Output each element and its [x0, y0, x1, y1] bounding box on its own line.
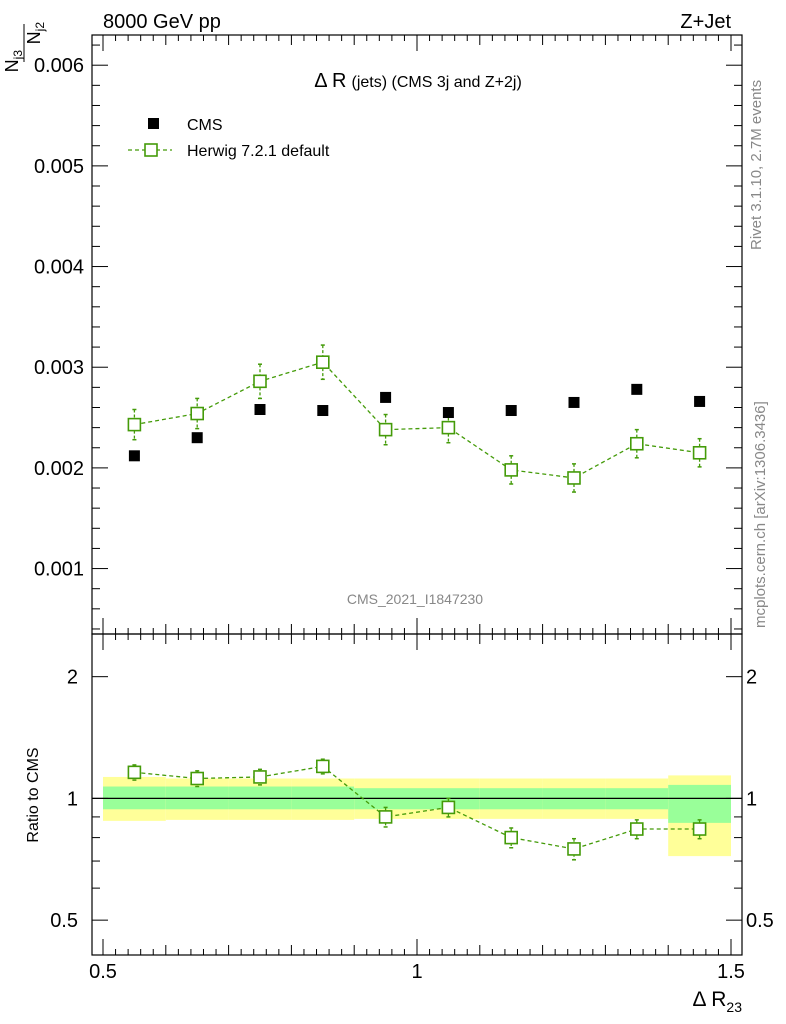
ratio-ytick-label-left: 0.5 — [50, 910, 78, 932]
ratio-herwig-point — [504, 830, 519, 845]
main-ytick-label: 0.003 — [34, 357, 84, 379]
cms-point — [254, 404, 266, 416]
ratio-ytick-label-right: 0.5 — [746, 910, 774, 932]
herwig-point — [190, 406, 204, 421]
x-tick-label: 1 — [411, 961, 422, 983]
rivet-version-label: Rivet 3.1.10, 2.7M events — [748, 80, 765, 250]
herwig-point — [504, 463, 519, 477]
legend-herwig-marker — [144, 143, 158, 157]
herwig-point — [629, 436, 644, 451]
herwig-point — [692, 445, 707, 460]
main-ytick-label: 0.006 — [34, 55, 84, 77]
ratio-ytick-label-left: 2 — [67, 667, 78, 689]
analysis-watermark: CMS_2021_I1847230 — [347, 591, 483, 607]
ratio-herwig-point — [692, 822, 707, 836]
main-ytick-label: 0.002 — [34, 458, 84, 480]
ratio-herwig-point — [378, 810, 393, 824]
x-tick-label: 0.5 — [89, 961, 117, 983]
ratio-panel: 0.5 0.5 1 1 2 2 0.5 1 1.5 Ratio to CMS Δ R23 — [25, 633, 774, 1015]
legend-cms-label: CMS — [187, 117, 223, 134]
cms-point — [191, 432, 203, 444]
cms-point — [631, 383, 643, 395]
x-axis-label: Δ R23 — [693, 988, 743, 1015]
legend: CMS Herwig 7.2.1 default — [128, 117, 330, 160]
main-ytick-label: 0.005 — [34, 156, 84, 178]
ratio-ytick-label-right: 2 — [746, 667, 757, 689]
herwig-point — [567, 471, 581, 485]
ratio-herwig-point — [315, 759, 330, 774]
ratio-herwig-point — [253, 770, 267, 784]
energy-label: 8000 GeV pp — [103, 11, 221, 33]
herwig-point — [127, 417, 142, 432]
herwig-point — [315, 355, 330, 369]
ratio-herwig-point — [190, 771, 204, 786]
cms-point — [128, 450, 140, 462]
cms-point — [505, 405, 517, 417]
ratio-ytick-label-right: 1 — [746, 788, 757, 810]
ratio-ylabel: Ratio to CMS — [25, 747, 42, 842]
cms-point — [442, 407, 454, 419]
herwig-line — [134, 361, 700, 479]
legend-cms-marker — [148, 118, 159, 129]
cms-point — [317, 405, 329, 417]
cms-point — [694, 395, 706, 407]
plot-title: Δ R (jets) (CMS 3j and Z+2j) — [314, 70, 522, 92]
ratio-ytick-label-left: 1 — [67, 788, 78, 810]
main-ytick-label: 0.004 — [34, 257, 84, 279]
herwig-point — [378, 422, 393, 437]
ratio-herwig-line — [134, 765, 700, 850]
cms-point — [380, 391, 392, 403]
ratio-herwig-point — [441, 800, 456, 815]
ylabel-denominator: Nj2 — [24, 22, 47, 45]
main-panel: 0.001 0.002 0.003 0.004 0.005 0.006 Δ R (jets)… — [34, 34, 743, 635]
ylabel-numerator: Nj3 — [2, 50, 25, 73]
ratio-herwig-point — [127, 765, 142, 780]
mcplots-label: mcplots.cern.ch [arXiv:1306.3436] — [752, 401, 769, 628]
legend-herwig-label: Herwig 7.2.1 default — [187, 143, 330, 160]
ratio-herwig-point — [567, 842, 581, 856]
main-ylabel: Nj3 Nj2 — [2, 22, 47, 73]
herwig-point — [441, 420, 456, 435]
x-tick-label: 1.5 — [717, 961, 745, 983]
herwig-point — [253, 374, 267, 389]
cms-point — [568, 396, 580, 408]
main-ytick-label: 0.001 — [34, 559, 84, 581]
ratio-herwig-point — [629, 822, 644, 836]
process-label: Z+Jet — [680, 11, 731, 33]
ratio-band-inner — [668, 784, 731, 823]
